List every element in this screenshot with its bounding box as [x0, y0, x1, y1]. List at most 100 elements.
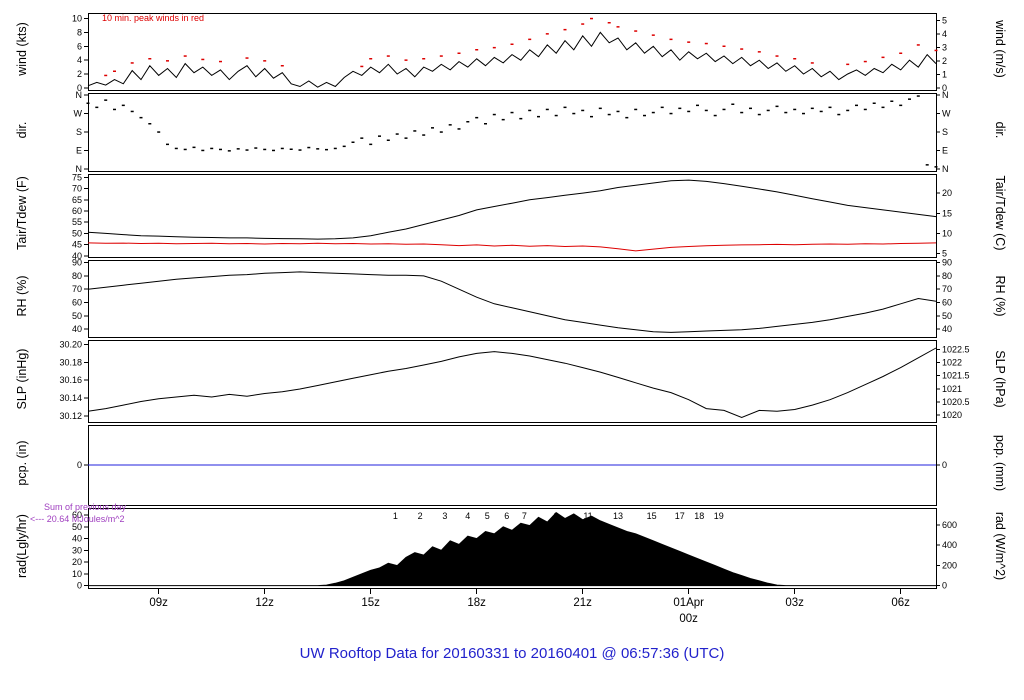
svg-text:0: 0: [942, 581, 947, 591]
svg-text:20: 20: [942, 188, 952, 198]
svg-text:400: 400: [942, 540, 957, 550]
svg-text:E: E: [942, 145, 948, 155]
y-axis-label-rad-lgly: rad(Lgly/hr): [15, 514, 29, 578]
chart-title: UW Rooftop Data for 20160331 to 20160401…: [299, 645, 725, 662]
svg-text:2: 2: [77, 69, 82, 79]
svg-text:50: 50: [72, 311, 82, 321]
rad-sum-note-line1: Sum of previous day: [44, 502, 127, 512]
svg-text:W: W: [74, 109, 83, 119]
svg-text:600: 600: [942, 520, 957, 530]
svg-text:0: 0: [77, 460, 82, 470]
svg-text:60: 60: [942, 297, 952, 307]
svg-text:50: 50: [72, 228, 82, 238]
svg-text:6: 6: [77, 41, 82, 51]
svg-text:0: 0: [942, 83, 947, 93]
svg-text:40: 40: [72, 534, 82, 544]
rad-sum-note-line2: <--- 20.64 MJoules/m^2: [30, 514, 125, 524]
svg-text:S: S: [76, 127, 82, 137]
svg-text:70: 70: [72, 284, 82, 294]
svg-text:2: 2: [942, 56, 947, 66]
svg-text:70: 70: [942, 284, 952, 294]
svg-text:0: 0: [77, 83, 82, 93]
svg-text:60: 60: [72, 206, 82, 216]
svg-text:40: 40: [72, 324, 82, 334]
svg-text:1022: 1022: [942, 358, 962, 368]
svg-text:15z: 15z: [361, 597, 380, 609]
svg-text:W: W: [942, 109, 951, 119]
svg-text:N: N: [942, 164, 949, 174]
svg-text:50: 50: [942, 311, 952, 321]
svg-text:60: 60: [72, 510, 82, 520]
svg-text:18z: 18z: [467, 597, 486, 609]
svg-text:N: N: [76, 164, 83, 174]
svg-text:2: 2: [418, 511, 423, 521]
svg-text:00z: 00z: [679, 613, 698, 625]
svg-text:0: 0: [942, 460, 947, 470]
svg-text:11: 11: [583, 511, 592, 521]
svg-text:1021: 1021: [942, 384, 962, 394]
svg-text:90: 90: [942, 258, 952, 268]
svg-text:20: 20: [72, 557, 82, 567]
svg-text:80: 80: [942, 271, 952, 281]
svg-text:17: 17: [675, 511, 685, 521]
svg-text:06z: 06z: [891, 597, 910, 609]
svg-text:55: 55: [72, 217, 82, 227]
svg-text:1022.5: 1022.5: [942, 344, 970, 354]
svg-text:4: 4: [465, 511, 470, 521]
svg-text:8: 8: [77, 27, 82, 37]
svg-text:03z: 03z: [785, 597, 804, 609]
svg-text:12z: 12z: [255, 597, 274, 609]
svg-text:19: 19: [714, 511, 724, 521]
svg-text:N: N: [942, 90, 949, 100]
svg-text:40: 40: [72, 251, 82, 261]
svg-text:6: 6: [504, 511, 509, 521]
svg-text:E: E: [76, 145, 82, 155]
svg-text:30.12: 30.12: [59, 411, 82, 421]
peak-winds-note: 10 min. peak winds in red: [102, 13, 205, 23]
svg-text:10: 10: [72, 569, 82, 579]
svg-text:1020: 1020: [942, 410, 962, 420]
svg-text:13: 13: [613, 511, 623, 521]
svg-text:30: 30: [72, 545, 82, 555]
svg-text:4: 4: [942, 29, 947, 39]
svg-text:S: S: [942, 127, 948, 137]
svg-text:15: 15: [942, 208, 952, 218]
svg-text:75: 75: [72, 172, 82, 182]
svg-text:50: 50: [72, 522, 82, 532]
svg-text:18: 18: [694, 511, 704, 521]
svg-text:5: 5: [485, 511, 490, 521]
svg-text:10: 10: [942, 228, 952, 238]
svg-text:200: 200: [942, 560, 957, 570]
svg-text:15: 15: [647, 511, 657, 521]
svg-text:09z: 09z: [149, 597, 168, 609]
svg-text:40: 40: [942, 324, 952, 334]
svg-text:70: 70: [72, 184, 82, 194]
svg-text:1: 1: [942, 69, 947, 79]
svg-text:30.14: 30.14: [59, 393, 82, 403]
svg-text:90: 90: [72, 258, 82, 268]
svg-text:3: 3: [942, 42, 947, 52]
svg-text:4: 4: [77, 55, 82, 65]
svg-text:0: 0: [77, 581, 82, 591]
svg-text:1021.5: 1021.5: [942, 371, 970, 381]
svg-text:60: 60: [72, 297, 82, 307]
svg-text:45: 45: [72, 240, 82, 250]
svg-text:1: 1: [393, 511, 398, 521]
svg-text:1020.5: 1020.5: [942, 397, 970, 407]
svg-text:7: 7: [522, 511, 527, 521]
y-axis-label-rad-wm2: rad (W/m^2): [993, 511, 1007, 581]
svg-text:21z: 21z: [573, 597, 592, 609]
svg-text:30.16: 30.16: [59, 375, 82, 385]
svg-text:5: 5: [942, 249, 947, 259]
svg-text:3: 3: [442, 511, 447, 521]
svg-text:30.18: 30.18: [59, 357, 82, 367]
svg-text:5: 5: [942, 15, 947, 25]
svg-text:N: N: [76, 90, 83, 100]
svg-text:01Apr: 01Apr: [673, 597, 704, 609]
svg-text:10: 10: [72, 14, 82, 24]
svg-text:30.20: 30.20: [59, 339, 82, 349]
svg-text:80: 80: [72, 271, 82, 281]
svg-text:65: 65: [72, 195, 82, 205]
